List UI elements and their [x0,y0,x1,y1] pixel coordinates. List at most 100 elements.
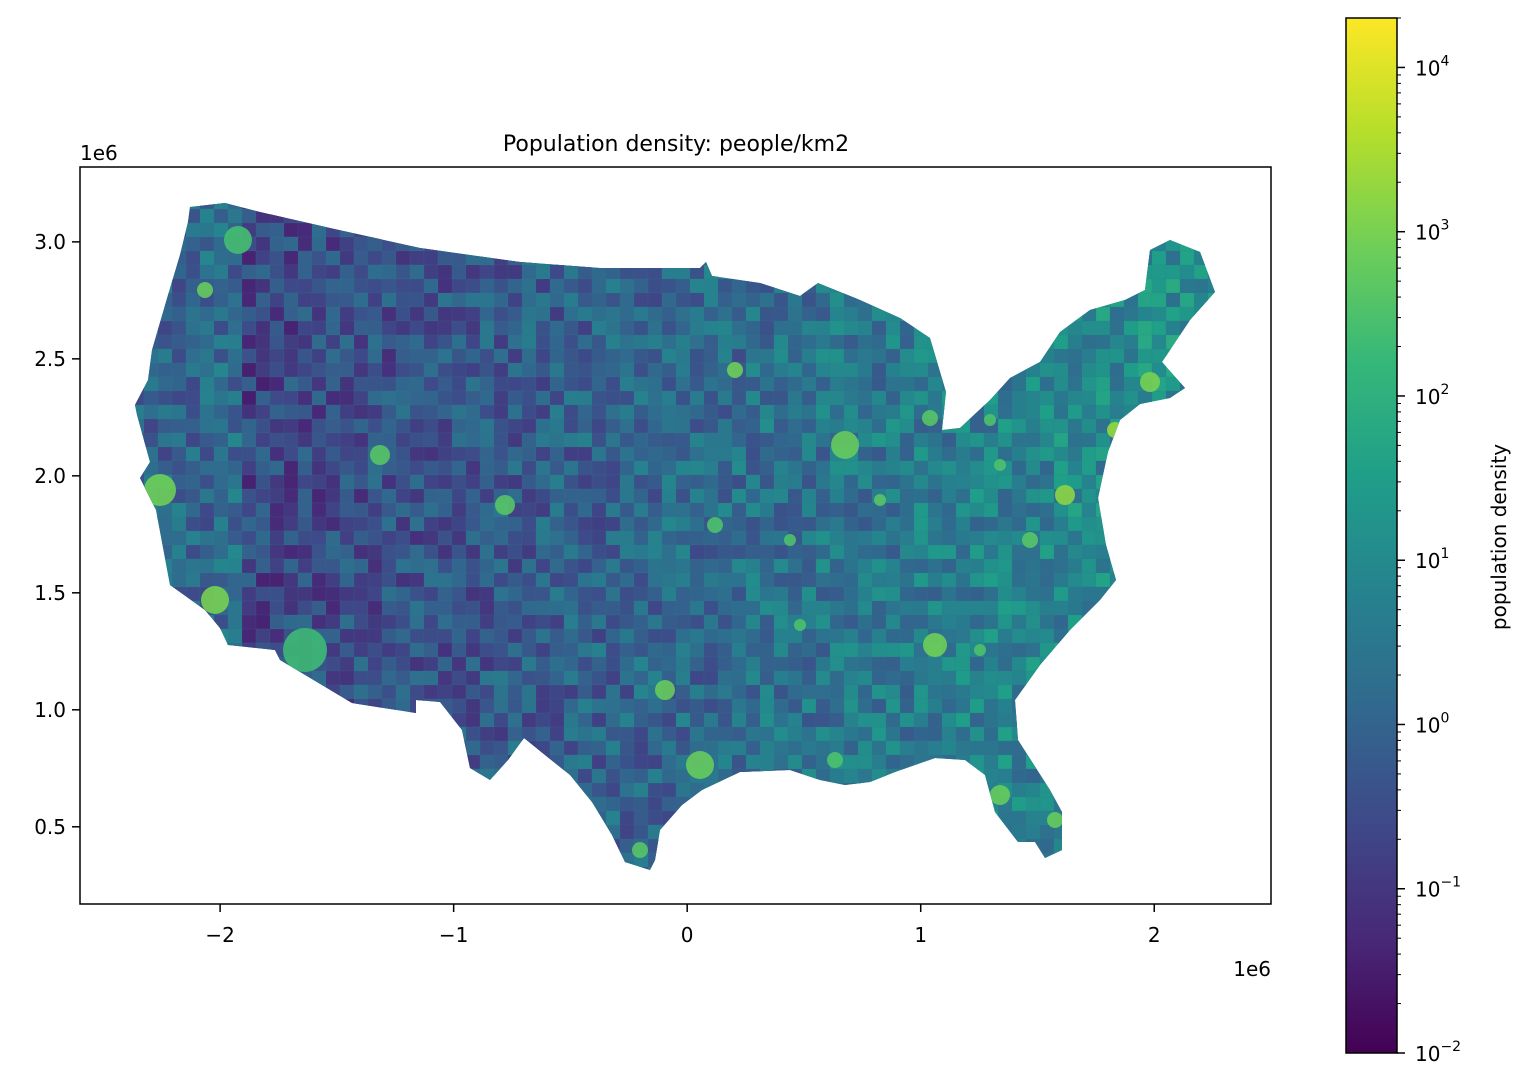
county-cell [983,572,999,588]
county-cell [241,600,257,616]
county-cell [367,203,383,210]
county-cell [1207,656,1215,686]
county-cell [227,264,243,280]
colorbar-tick-exponent: 1 [1440,546,1449,562]
county-cell [143,600,173,630]
county-cell [381,390,397,406]
county-cell [283,544,299,560]
county-cell [521,572,537,588]
county-cell [997,558,1013,574]
county-cell [899,810,915,826]
county-cell [689,362,705,378]
county-cell [647,852,663,868]
county-cell [437,320,453,336]
county-cell [1053,628,1069,644]
county-cell [885,796,901,826]
county-cell [241,796,271,812]
metro-area [1022,532,1038,548]
county-cell [423,782,439,812]
county-cell [1053,544,1069,560]
county-cell [913,740,929,756]
county-cell [885,768,901,784]
county-cell [927,460,943,476]
county-cell [969,362,985,378]
county-cell [1123,446,1139,462]
county-cell [801,250,817,266]
county-cell [535,278,551,294]
county-cell [1039,656,1069,672]
county-cell [563,782,579,798]
county-cell [297,488,313,504]
county-cell [241,362,257,378]
county-cell [171,418,187,434]
county-cell [1207,572,1215,588]
county-cell [941,866,957,870]
county-cell [135,203,145,210]
county-cell [269,712,285,728]
county-cell [535,530,551,546]
county-cell [465,824,481,840]
county-cell [605,516,621,532]
county-cell [633,670,649,686]
county-cell [283,502,299,518]
county-cell [353,502,369,518]
county-cell [969,334,985,364]
county-cell [1095,334,1111,350]
county-cell [997,418,1013,434]
county-cell [1193,348,1209,364]
county-cell [689,250,705,266]
county-cell [997,222,1013,238]
county-cell [829,768,845,784]
county-cell [493,642,509,658]
county-cell [479,390,495,406]
county-cell [1137,796,1153,826]
county-cell [465,432,481,448]
county-cell [409,404,425,420]
county-cell [1011,278,1027,294]
county-cell [1123,530,1139,546]
county-cell [493,586,509,602]
county-cell [465,250,481,266]
county-cell [801,488,817,504]
county-cell [1151,203,1181,210]
county-cell [367,306,383,322]
county-cell [135,530,145,546]
county-cell [871,824,887,840]
county-cell [1151,488,1167,504]
county-cell [1137,292,1153,308]
county-cell [1193,488,1209,518]
county-cell [913,516,929,532]
county-cell [1151,530,1167,546]
county-cell [157,852,187,868]
county-cell [325,726,341,742]
county-cell [395,642,411,658]
county-cell [717,376,733,392]
county-cell [955,348,971,364]
county-cell [1081,208,1097,224]
county-cell [325,278,341,294]
county-cell [1207,404,1215,420]
county-cell [885,810,901,826]
county-cell [899,432,915,448]
county-cell [311,203,327,210]
county-cell [1123,726,1139,742]
county-cell [801,656,817,672]
county-cell [619,404,635,420]
county-cell [213,866,229,870]
county-cell [311,376,327,392]
county-cell [1151,236,1167,252]
county-cell [1081,810,1097,826]
county-cell [759,516,775,532]
county-cell [941,404,971,420]
county-cell [1109,866,1139,870]
county-cell [703,502,719,518]
county-cell [899,600,915,616]
county-cell [437,516,453,532]
county-cell [135,810,159,826]
county-cell [717,236,733,252]
county-cell [367,390,383,406]
county-cell [325,838,341,854]
county-cell [577,432,593,448]
county-cell [171,292,187,308]
county-cell [1039,292,1069,308]
